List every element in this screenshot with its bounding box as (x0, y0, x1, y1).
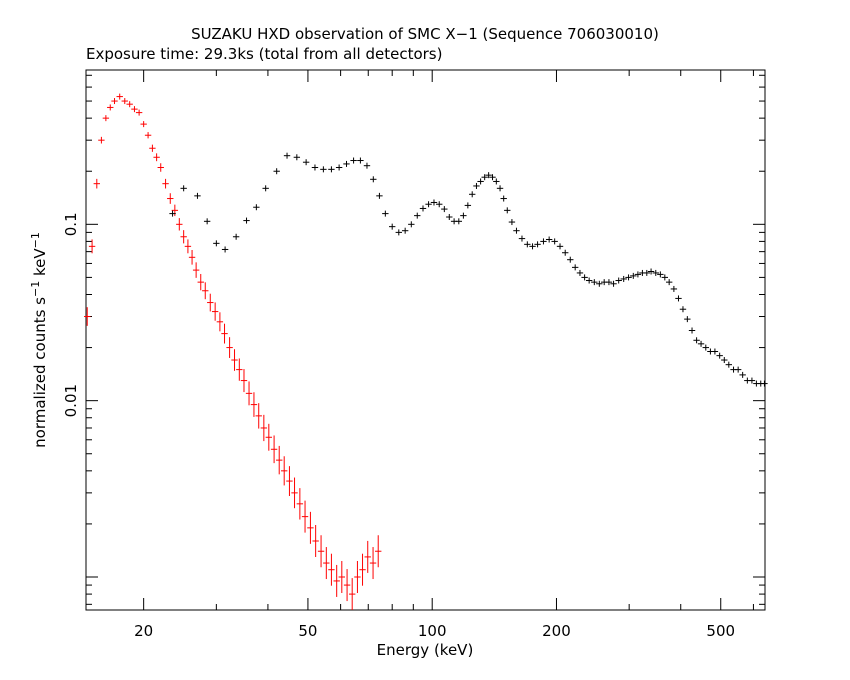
x-tick-label: 20 (134, 622, 153, 640)
y-tick-label: 0.01 (62, 384, 80, 417)
x-tick-label: 50 (298, 622, 317, 640)
x-tick-label: 500 (706, 622, 735, 640)
series-red (84, 93, 382, 610)
plot-frame (85, 69, 766, 611)
y-axis-label: normalized counts s−1 keV−1 (29, 232, 49, 448)
x-tick-label: 100 (418, 622, 447, 640)
y-axis-ticks (86, 74, 765, 605)
x-axis-tick-labels: 20 50 100 200 500 (134, 622, 735, 640)
x-tick-label: 200 (542, 622, 571, 640)
y-axis-label-exponent-1: −1 (29, 281, 42, 297)
chart-subtitle: Exposure time: 29.3ks (total from all de… (86, 45, 442, 63)
y-axis-label-exponent-2: −1 (29, 232, 42, 248)
series-black (169, 152, 768, 387)
data-series (84, 93, 768, 610)
y-axis-tick-labels: 0.01 0.1 (62, 212, 80, 417)
chart-title: SUZAKU HXD observation of SMC X−1 (Seque… (191, 25, 659, 43)
y-tick-label: 0.1 (62, 212, 80, 236)
y-axis-label-main: normalized counts s (31, 297, 49, 448)
x-axis-label: Energy (keV) (377, 641, 474, 659)
y-axis-label-unit: keV (31, 248, 49, 281)
x-axis-ticks (143, 70, 754, 610)
